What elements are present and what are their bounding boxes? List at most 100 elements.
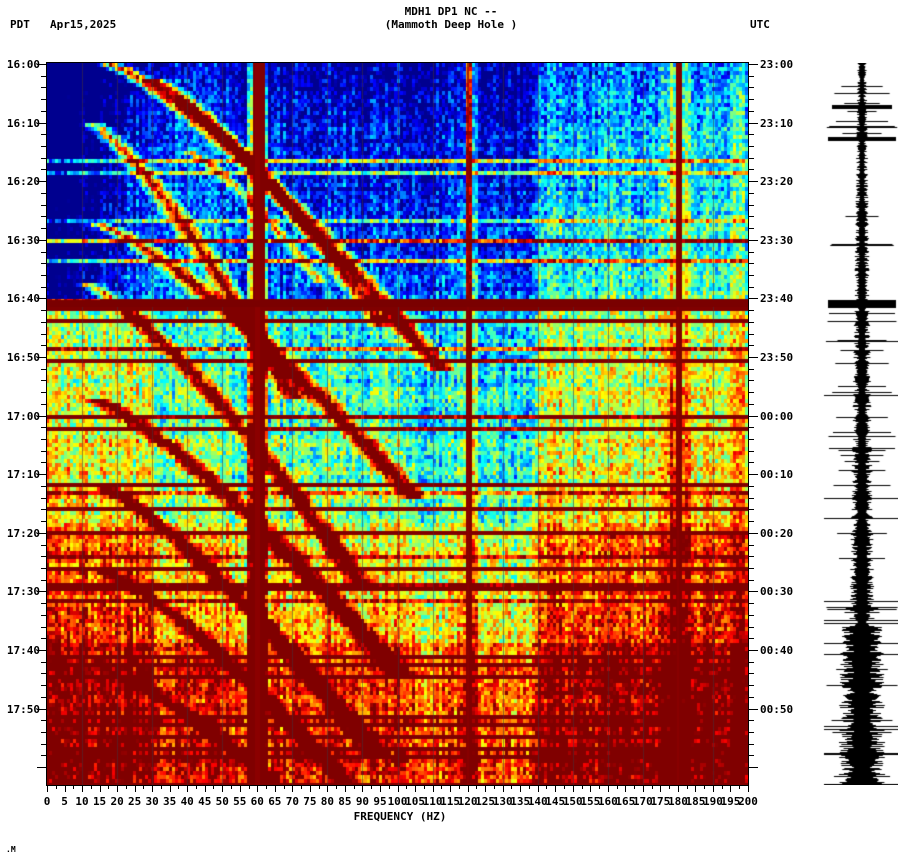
x-tick-label-100: 100 [387, 795, 408, 808]
x-tick-label-35: 35 [163, 795, 177, 808]
y-tick-label-right-8: 00:20 [760, 526, 794, 540]
y-tick-right [748, 228, 754, 229]
y-tick-label-left-9: 17:30 [6, 585, 40, 599]
y-tick-left [41, 205, 47, 206]
y-tick-left [41, 521, 47, 522]
x-tick-label-115: 115 [440, 795, 460, 808]
y-tick-label-left-7: 17:10 [6, 468, 40, 482]
x-tick [187, 785, 188, 792]
y-tick-right [748, 87, 754, 88]
x-tick [503, 785, 504, 792]
x-tick-label-25: 25 [128, 795, 142, 808]
waveform-canvas[interactable] [822, 63, 898, 785]
y-tick-right [748, 662, 754, 663]
x-tick-label-160: 160 [597, 795, 618, 808]
y-tick-right [748, 99, 754, 100]
y-tick-label-left-4: 16:40 [6, 292, 40, 306]
y-tick-left [41, 744, 47, 745]
y-tick-left [41, 87, 47, 88]
y-tick-right [748, 603, 754, 604]
x-tick-label-80: 80 [320, 795, 335, 808]
y-tick-left [41, 76, 47, 77]
y-tick-right [748, 498, 754, 499]
y-tick-right [748, 427, 754, 428]
y-tick-left [37, 709, 47, 710]
x-tick-label-15: 15 [92, 795, 107, 808]
x-tick [47, 785, 48, 792]
x-tick-label-5: 5 [61, 795, 68, 808]
x-tick-label-165: 165 [615, 795, 636, 808]
y-tick-right [748, 533, 758, 534]
y-tick-label-right-2: 23:20 [760, 175, 794, 189]
x-tick-label-140: 140 [527, 795, 548, 808]
y-tick-right [748, 369, 754, 370]
y-tick-right [748, 76, 754, 77]
x-tick [555, 785, 556, 792]
waveform-panel[interactable] [822, 63, 898, 785]
x-tick [450, 785, 451, 792]
x-tick [231, 785, 232, 789]
y-tick-left [41, 263, 47, 264]
y-tick-left [41, 275, 47, 276]
spectrogram-plot-area[interactable] [47, 63, 748, 785]
x-tick [301, 785, 302, 789]
x-tick [292, 785, 293, 792]
x-tick [433, 785, 434, 792]
y-tick-right [748, 252, 754, 253]
y-tick-left [41, 169, 47, 170]
x-tick-label-170: 170 [632, 795, 653, 808]
y-tick-left [41, 638, 47, 639]
x-tick [695, 785, 696, 792]
x-tick [529, 785, 530, 789]
y-tick-label-left-5: 16:50 [6, 351, 40, 364]
x-tick [249, 785, 250, 789]
x-tick [424, 785, 425, 789]
spectrogram-canvas[interactable] [47, 63, 748, 785]
y-tick-right [748, 357, 758, 358]
x-tick-label-145: 145 [545, 795, 566, 808]
x-axis-title: FREQUENCY (HZ) [353, 810, 447, 823]
y-tick-left [41, 685, 47, 686]
y-tick-right [748, 345, 754, 346]
y-tick-left [37, 533, 47, 534]
y-tick-left [41, 697, 47, 698]
x-tick [687, 785, 688, 789]
x-tick [643, 785, 644, 792]
y-tick-left [41, 627, 47, 628]
x-tick [564, 785, 565, 789]
y-tick-right [748, 568, 754, 569]
x-tick [573, 785, 574, 792]
x-tick-label-180: 180 [667, 795, 688, 808]
y-tick-right [748, 169, 754, 170]
x-tick [546, 785, 547, 789]
y-tick-label-right-10: 00:40 [760, 644, 794, 657]
x-tick-label-195: 195 [720, 795, 741, 808]
y-tick-left [41, 380, 47, 381]
y-tick-right [748, 439, 754, 440]
y-tick-left [41, 673, 47, 674]
y-tick-left [41, 580, 47, 581]
x-tick [222, 785, 223, 792]
y-tick-left [37, 240, 47, 241]
x-tick-label-30: 30 [145, 795, 159, 808]
x-tick-label-120: 120 [457, 795, 478, 808]
y-tick-right [748, 275, 754, 276]
x-tick [240, 785, 241, 792]
y-tick-label-right-6: 00:00 [760, 409, 794, 423]
y-tick-left [41, 720, 47, 721]
x-tick [380, 785, 381, 792]
y-tick-right [748, 416, 758, 417]
x-tick-label-10: 10 [75, 795, 89, 808]
x-tick [406, 785, 407, 789]
x-tick-label-150: 150 [562, 795, 583, 808]
y-tick-left [41, 322, 47, 323]
x-tick [143, 785, 144, 789]
x-tick [213, 785, 214, 789]
y-tick-left [41, 216, 47, 217]
y-tick-left [37, 591, 47, 592]
x-tick-label-125: 125 [475, 795, 496, 808]
y-tick-right [748, 334, 754, 335]
x-tick [599, 785, 600, 789]
x-tick [362, 785, 363, 792]
y-tick-label-left-3: 16:30 [6, 233, 40, 247]
